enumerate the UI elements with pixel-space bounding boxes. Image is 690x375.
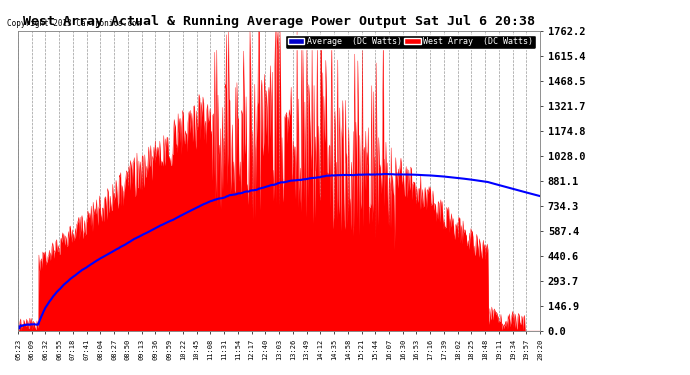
Text: Copyright 2013 Cartronics.com: Copyright 2013 Cartronics.com xyxy=(7,19,141,28)
Title: West Array Actual & Running Average Power Output Sat Jul 6 20:38: West Array Actual & Running Average Powe… xyxy=(23,15,535,28)
Legend: Average  (DC Watts), West Array  (DC Watts): Average (DC Watts), West Array (DC Watts… xyxy=(285,35,536,49)
